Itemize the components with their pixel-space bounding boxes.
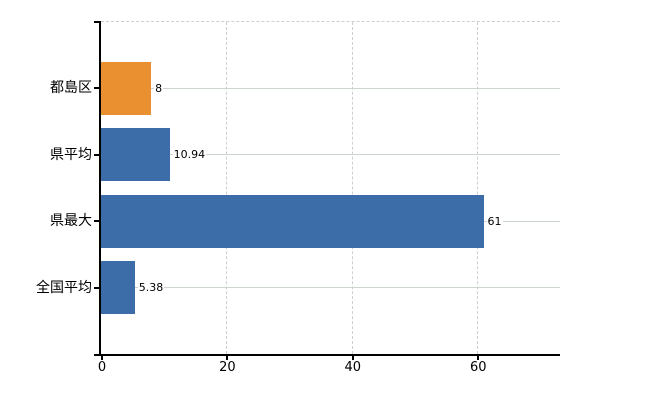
x-axis-tick <box>477 354 480 360</box>
bar-2[interactable] <box>101 128 170 182</box>
x-axis-tick <box>101 354 103 360</box>
bar-4[interactable] <box>101 261 135 315</box>
category-label: 県最大 <box>50 213 92 230</box>
category-label: 全国平均 <box>36 279 92 296</box>
vertical-gridline <box>477 22 479 354</box>
bar-3[interactable] <box>101 194 484 248</box>
vertical-gridline <box>226 22 228 354</box>
x-tick-label: 60 <box>469 360 487 375</box>
x-tick-label: 20 <box>219 360 236 375</box>
vertical-gridline <box>351 22 353 354</box>
x-axis-line <box>94 354 560 356</box>
bar-value-label: 5.38 <box>137 281 165 295</box>
x-tick-label: 0 <box>97 360 107 375</box>
x-axis-tick <box>226 354 229 360</box>
y-axis-line <box>99 21 101 355</box>
y-axis-tick <box>94 153 101 156</box>
y-axis-tick <box>94 286 101 289</box>
bar-value-label: 61 <box>486 214 503 228</box>
category-label: 県平均 <box>50 146 92 163</box>
bar-value-label: 8 <box>154 81 164 95</box>
bar-1[interactable] <box>101 61 152 115</box>
bar-value-label: 10.94 <box>172 148 207 162</box>
y-axis-tick <box>94 87 101 90</box>
category-label: 都島区 <box>50 80 92 97</box>
top-gridline <box>101 21 560 22</box>
category-gridline <box>101 87 560 89</box>
category-gridline <box>101 287 560 289</box>
y-axis-end-tick <box>94 21 101 23</box>
x-tick-label: 40 <box>344 360 362 375</box>
category-gridline <box>101 154 560 156</box>
x-axis-tick <box>351 354 354 360</box>
y-axis-tick <box>94 220 101 223</box>
